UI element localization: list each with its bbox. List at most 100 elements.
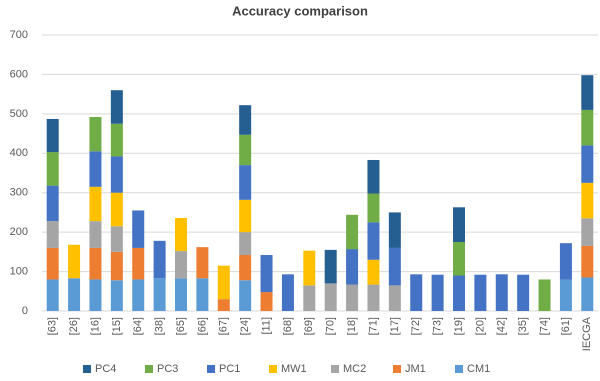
x-tick-label: [67] — [218, 317, 230, 335]
bar-segment — [110, 251, 123, 281]
bar-segment — [431, 274, 444, 311]
bar-segment — [239, 105, 252, 135]
bar-segment — [517, 274, 530, 311]
bar-segment — [46, 118, 59, 153]
bar-segment — [581, 218, 594, 246]
legend-label: PC1 — [219, 363, 240, 375]
bar-segment — [110, 123, 123, 157]
bar-segment — [410, 274, 423, 311]
legend-swatch — [145, 365, 153, 373]
bar-segment — [303, 250, 316, 286]
x-tick-label: [72] — [410, 317, 422, 335]
y-tick-label: 700 — [10, 29, 28, 41]
bar-segment — [217, 299, 230, 311]
legend-label: PC3 — [157, 363, 178, 375]
bar-segment — [132, 279, 145, 311]
bar-segment — [239, 199, 252, 233]
bar-segment — [196, 278, 209, 311]
bar-segment — [453, 275, 465, 311]
bar-segment — [346, 249, 359, 285]
x-tick-label: [61] — [560, 317, 572, 335]
bar-segment — [46, 185, 59, 222]
x-tick-label: [66] — [196, 317, 208, 335]
bar-segment — [110, 192, 123, 227]
x-tick-label: [69] — [303, 317, 315, 335]
bar-segment — [89, 247, 102, 280]
y-tick-label: 0 — [22, 305, 28, 317]
legend-label: PC4 — [95, 363, 116, 375]
bar-segment — [153, 278, 166, 311]
bar-segment — [239, 165, 252, 200]
x-tick-label: [26] — [68, 317, 80, 335]
x-tick-label: [71] — [367, 317, 379, 335]
x-tick-label: [68] — [282, 317, 294, 335]
bar-segment — [110, 280, 123, 311]
x-tick-label: [17] — [389, 317, 401, 335]
bar-segment — [538, 279, 551, 311]
legend-swatch — [207, 365, 215, 373]
x-tick-label: [15] — [111, 317, 123, 335]
bar-segment — [367, 259, 380, 285]
bar-segment — [217, 265, 230, 300]
y-tick-label: 500 — [10, 108, 28, 120]
bar-segment — [132, 210, 145, 248]
x-tick-label: [24] — [239, 317, 251, 335]
bar-segment — [303, 285, 316, 311]
legend-label: MC2 — [343, 363, 366, 375]
bar-segment — [324, 283, 337, 311]
bar-segment — [175, 217, 187, 252]
bar-segment — [260, 292, 273, 311]
bar-segment — [46, 279, 59, 311]
bar-segment — [239, 134, 252, 166]
bar-segment — [153, 240, 166, 279]
bar-segment — [388, 285, 401, 311]
legend-label: CM1 — [467, 363, 490, 375]
legend-swatch — [455, 365, 463, 373]
y-tick-label: 300 — [10, 187, 28, 199]
bar-segment — [89, 186, 102, 222]
bar-segment — [132, 247, 145, 280]
bar-segment — [196, 247, 209, 279]
x-tick-label: [63] — [47, 317, 59, 335]
bar-segment — [89, 221, 102, 248]
bar-segment — [581, 145, 594, 183]
bar-segment — [281, 274, 294, 311]
bar-segment — [46, 152, 59, 186]
x-tick-label: [65] — [175, 317, 187, 335]
x-tick-label: [35] — [517, 317, 529, 335]
x-tick-label: [38] — [154, 317, 166, 335]
x-tick-label: [42] — [496, 317, 508, 335]
bar-segment — [324, 249, 337, 284]
x-tick-label: [11] — [260, 317, 272, 335]
bar-segment — [581, 277, 594, 311]
bar-segment — [239, 280, 252, 311]
bar-segment — [239, 255, 252, 281]
bar-segment — [110, 156, 123, 193]
bar-segment — [367, 284, 380, 311]
legend-swatch — [269, 365, 277, 373]
bar-segment — [559, 279, 572, 311]
bar-segment — [581, 245, 594, 278]
x-tick-label: [19] — [453, 317, 465, 335]
legend-swatch — [331, 365, 339, 373]
bar-segment — [581, 182, 594, 219]
bar-segment — [346, 284, 359, 311]
bar-segment — [559, 243, 572, 280]
bar-segment — [239, 232, 252, 256]
legend-swatch — [83, 365, 91, 373]
x-tick-label: [73] — [432, 317, 444, 335]
x-tick-label: [64] — [132, 317, 144, 335]
bar-segment — [367, 193, 380, 223]
bar-segment — [260, 255, 273, 293]
bar-segment — [367, 159, 380, 194]
bar-segment — [453, 242, 465, 276]
y-tick-label: 100 — [10, 265, 28, 277]
legend-label: JM1 — [405, 363, 426, 375]
bar-segment — [46, 247, 59, 280]
bar-segment — [175, 278, 187, 311]
bar-segment — [89, 279, 102, 311]
chart-title: Accuracy comparison — [232, 3, 368, 18]
bar-segment — [495, 274, 508, 311]
